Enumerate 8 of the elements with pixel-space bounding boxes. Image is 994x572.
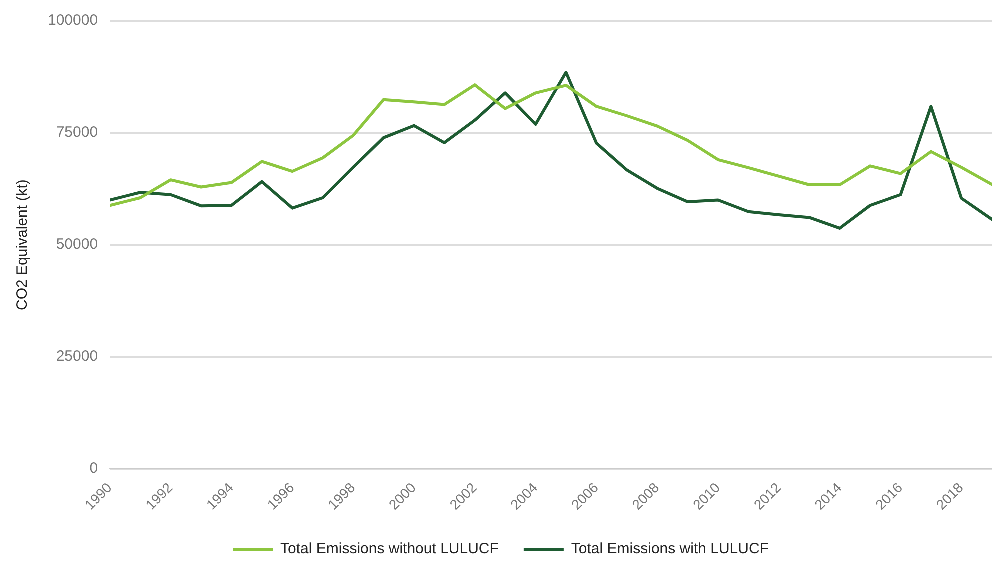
y-tick-label: 75000	[56, 124, 98, 142]
legend-label: Total Emissions without LULUCF	[280, 540, 499, 558]
y-tick-label: 0	[90, 460, 98, 478]
y-tick-label: 100000	[48, 12, 98, 30]
legend-label: Total Emissions with LULUCF	[571, 540, 769, 558]
y-axis-title: CO2 Equivalent (kt)	[14, 180, 32, 310]
y-tick-label: 25000	[56, 348, 98, 366]
y-tick-label: 50000	[56, 236, 98, 254]
